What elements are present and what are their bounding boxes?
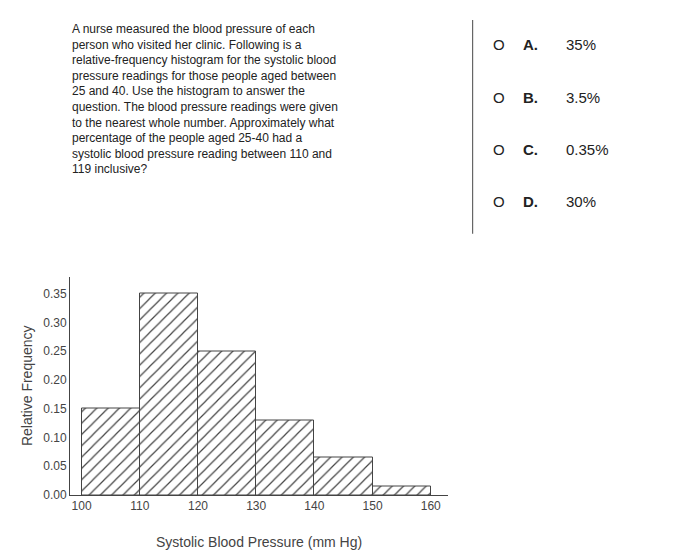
svg-text:160: 160 [421, 499, 441, 513]
svg-text:A nurse measured the blood pre: A nurse measured the blood pressure of e… [72, 22, 338, 176]
svg-text:0.05: 0.05 [43, 459, 67, 473]
svg-text:Systolic Blood Pressure (mm Hg: Systolic Blood Pressure (mm Hg) [156, 534, 362, 550]
svg-text:0.30: 0.30 [43, 316, 67, 330]
svg-text:O: O [493, 89, 505, 106]
svg-text:D.: D. [523, 193, 538, 210]
svg-text:0.35: 0.35 [43, 287, 67, 301]
svg-text:C.: C. [523, 141, 538, 158]
svg-text:110: 110 [130, 499, 149, 513]
svg-text:B.: B. [523, 89, 538, 106]
svg-text:0.15: 0.15 [43, 402, 67, 416]
svg-text:0.25: 0.25 [43, 344, 67, 358]
svg-text:150: 150 [363, 499, 383, 513]
svg-text:O: O [493, 36, 505, 53]
svg-text:130: 130 [246, 499, 266, 513]
svg-text:0.20: 0.20 [43, 373, 67, 387]
svg-text:Relative Frequency: Relative Frequency [19, 325, 35, 446]
svg-text:3.5%: 3.5% [566, 89, 600, 106]
svg-text:0.10: 0.10 [43, 431, 67, 445]
svg-text:35%: 35% [566, 36, 596, 53]
svg-text:120: 120 [188, 499, 208, 513]
svg-text:100: 100 [72, 499, 92, 513]
svg-text:0.00: 0.00 [43, 488, 67, 502]
svg-text:30%: 30% [566, 193, 596, 210]
svg-text:140: 140 [304, 499, 324, 513]
svg-text:A.: A. [523, 36, 538, 53]
svg-text:0.35%: 0.35% [566, 141, 609, 158]
svg-text:O: O [493, 141, 505, 158]
svg-text:O: O [493, 193, 505, 210]
